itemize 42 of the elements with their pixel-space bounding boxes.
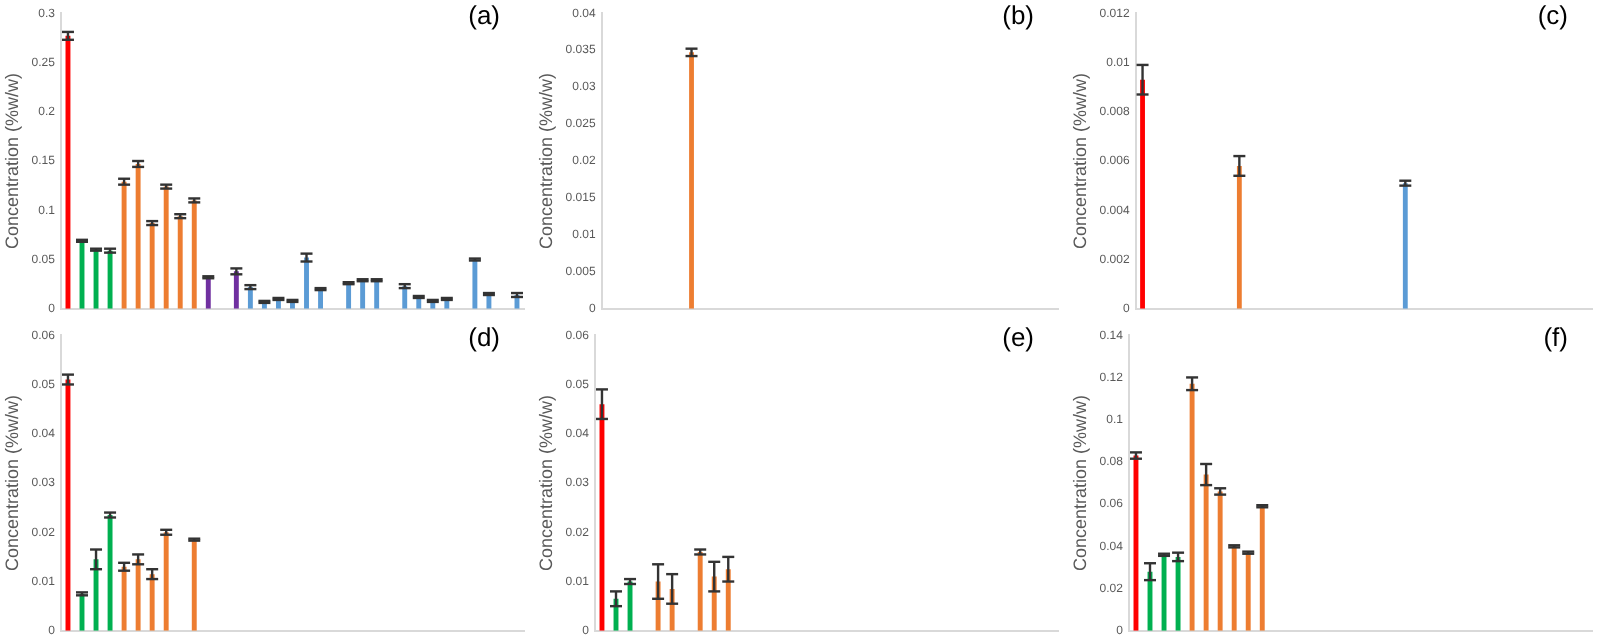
bar (135, 559, 141, 631)
chart-title: (a) (468, 0, 500, 31)
chart-title: (f) (1543, 322, 1568, 353)
chart-title: (b) (1002, 0, 1034, 31)
bar (1203, 474, 1209, 631)
bar (697, 551, 703, 631)
chart-title: (d) (468, 322, 500, 353)
y-axis-title: Concentration (%w/w) (535, 72, 556, 250)
bar (107, 515, 113, 631)
bar (304, 257, 309, 309)
bar (1189, 383, 1195, 631)
y-axis-title: Concentration (%w/w) (1069, 72, 1090, 250)
bar (346, 283, 352, 309)
bar (149, 223, 155, 309)
bar (360, 280, 366, 309)
bar (1231, 546, 1237, 631)
y-axis-title: Concentration (%w/w) (1069, 394, 1090, 572)
bar (205, 277, 211, 309)
y-axis-title: Concentration (%w/w) (535, 394, 556, 572)
bar (374, 280, 380, 309)
bar (191, 539, 197, 631)
bar (107, 250, 113, 309)
bar (1175, 556, 1181, 631)
bar (1217, 491, 1223, 631)
bar (177, 216, 183, 309)
bar (1140, 79, 1145, 309)
y-axis-title: Concentration (%w/w) (1, 394, 22, 572)
bar (1259, 506, 1265, 631)
bar (149, 574, 155, 631)
bar (121, 566, 127, 631)
bar (163, 532, 169, 631)
bar (121, 181, 127, 309)
bar (1236, 165, 1242, 309)
bar (163, 186, 169, 309)
bar (1402, 183, 1408, 309)
bar (135, 163, 141, 309)
bar (191, 200, 197, 309)
chart-title: (e) (1002, 322, 1034, 353)
y-axis-title: Concentration (%w/w) (1, 72, 22, 250)
bar (1245, 552, 1251, 631)
bar (472, 259, 478, 309)
chart-title: (c) (1537, 0, 1568, 31)
